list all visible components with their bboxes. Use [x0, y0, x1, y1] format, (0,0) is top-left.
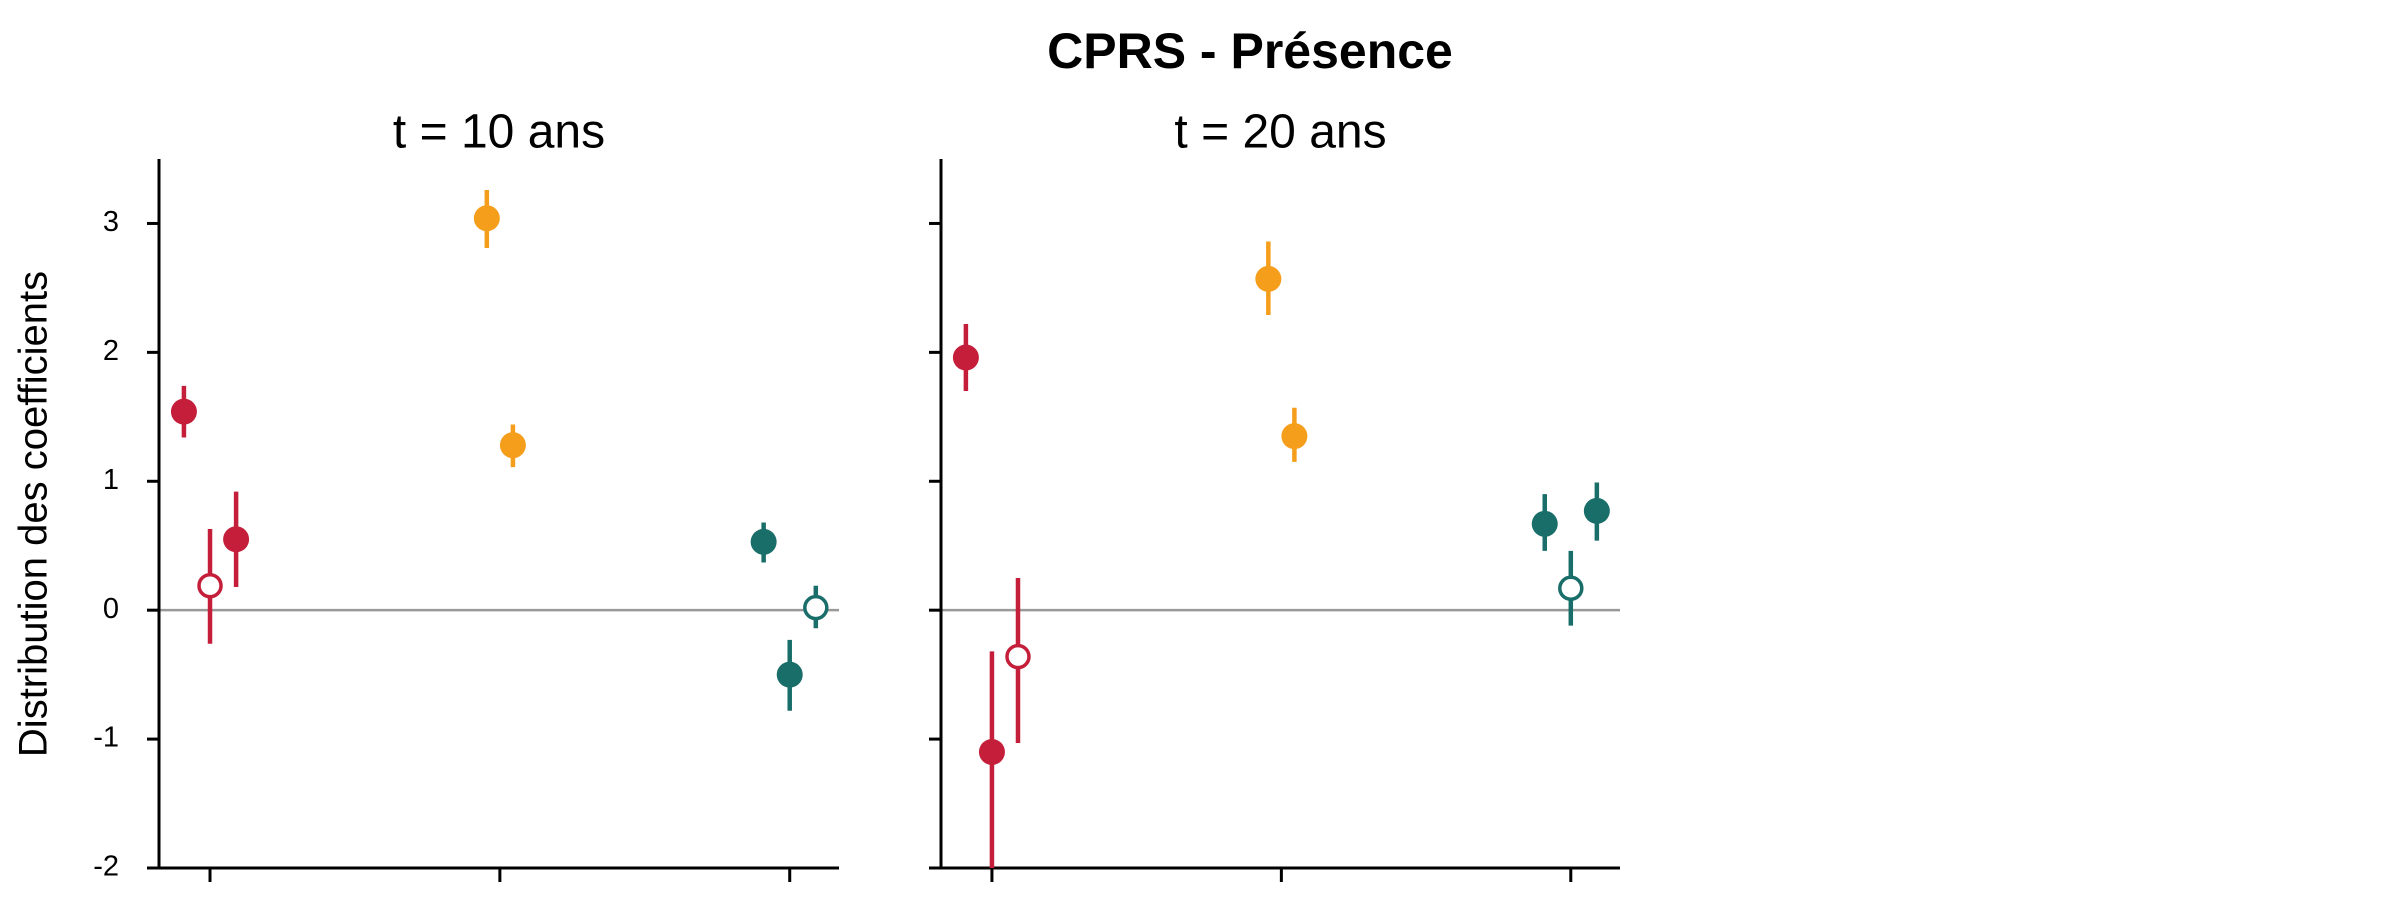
point	[776, 661, 803, 688]
point	[1005, 643, 1031, 670]
y-axis-label: Distribution des coefficients	[12, 271, 56, 757]
y-tick-label: 1	[103, 464, 119, 496]
point	[952, 344, 979, 371]
plot-area	[952, 241, 1610, 868]
point	[750, 528, 777, 555]
point	[1255, 265, 1282, 292]
point	[803, 594, 829, 621]
point	[1281, 423, 1308, 450]
point	[1583, 497, 1610, 524]
y-tick-label: 0	[103, 593, 119, 625]
y-tick-label: -1	[93, 722, 119, 754]
point	[170, 398, 197, 425]
panel-title: t = 20 ans	[1174, 106, 1386, 159]
point	[499, 432, 526, 459]
panel: t = 20 ans	[929, 106, 1620, 882]
y-tick-label: 3	[103, 206, 119, 238]
point	[978, 738, 1005, 765]
plot-area	[170, 189, 829, 711]
y-tick-label: 2	[103, 335, 119, 367]
panel-title: t = 10 ans	[393, 106, 605, 159]
y-tick-label: -2	[93, 851, 119, 883]
point	[1558, 575, 1584, 602]
panel: t = 10 ans -2 -1 0 1 2 3	[93, 106, 839, 883]
point	[197, 572, 223, 599]
point	[473, 205, 500, 232]
point	[1531, 510, 1558, 537]
figure-title: CPRS - Présence	[1047, 23, 1453, 79]
point	[223, 526, 250, 553]
